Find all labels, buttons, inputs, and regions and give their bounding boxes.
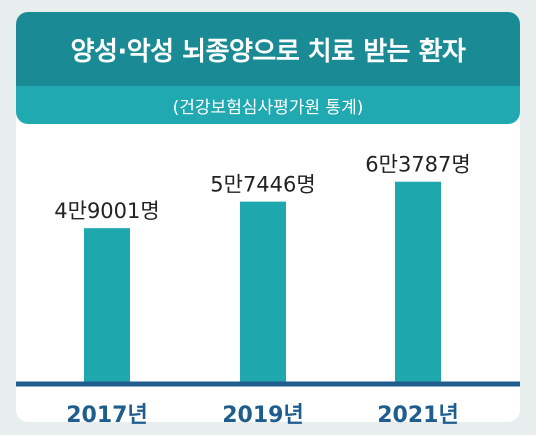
bar-2019년 [240,201,286,382]
data-label: 6만3787명 [365,153,470,177]
bar-2017년 [84,228,130,382]
category-label: 2021년 [377,403,458,428]
data-label: 5만7446명 [210,173,315,197]
bars-group [84,181,441,382]
category-label: 2019년 [222,403,303,428]
chart-subtitle: (건강보험심사평가원 통계) [16,86,520,124]
data-label: 4만9001명 [54,199,159,223]
category-label: 2017년 [66,403,147,428]
bar-2021년 [395,181,441,382]
labels-group: 4만9001명 2017년 5만7446명 2019년 6만3787명 2021년 [54,153,470,428]
chart-title: 양성·악성 뇌종양으로 치료 받는 환자 [16,12,520,86]
